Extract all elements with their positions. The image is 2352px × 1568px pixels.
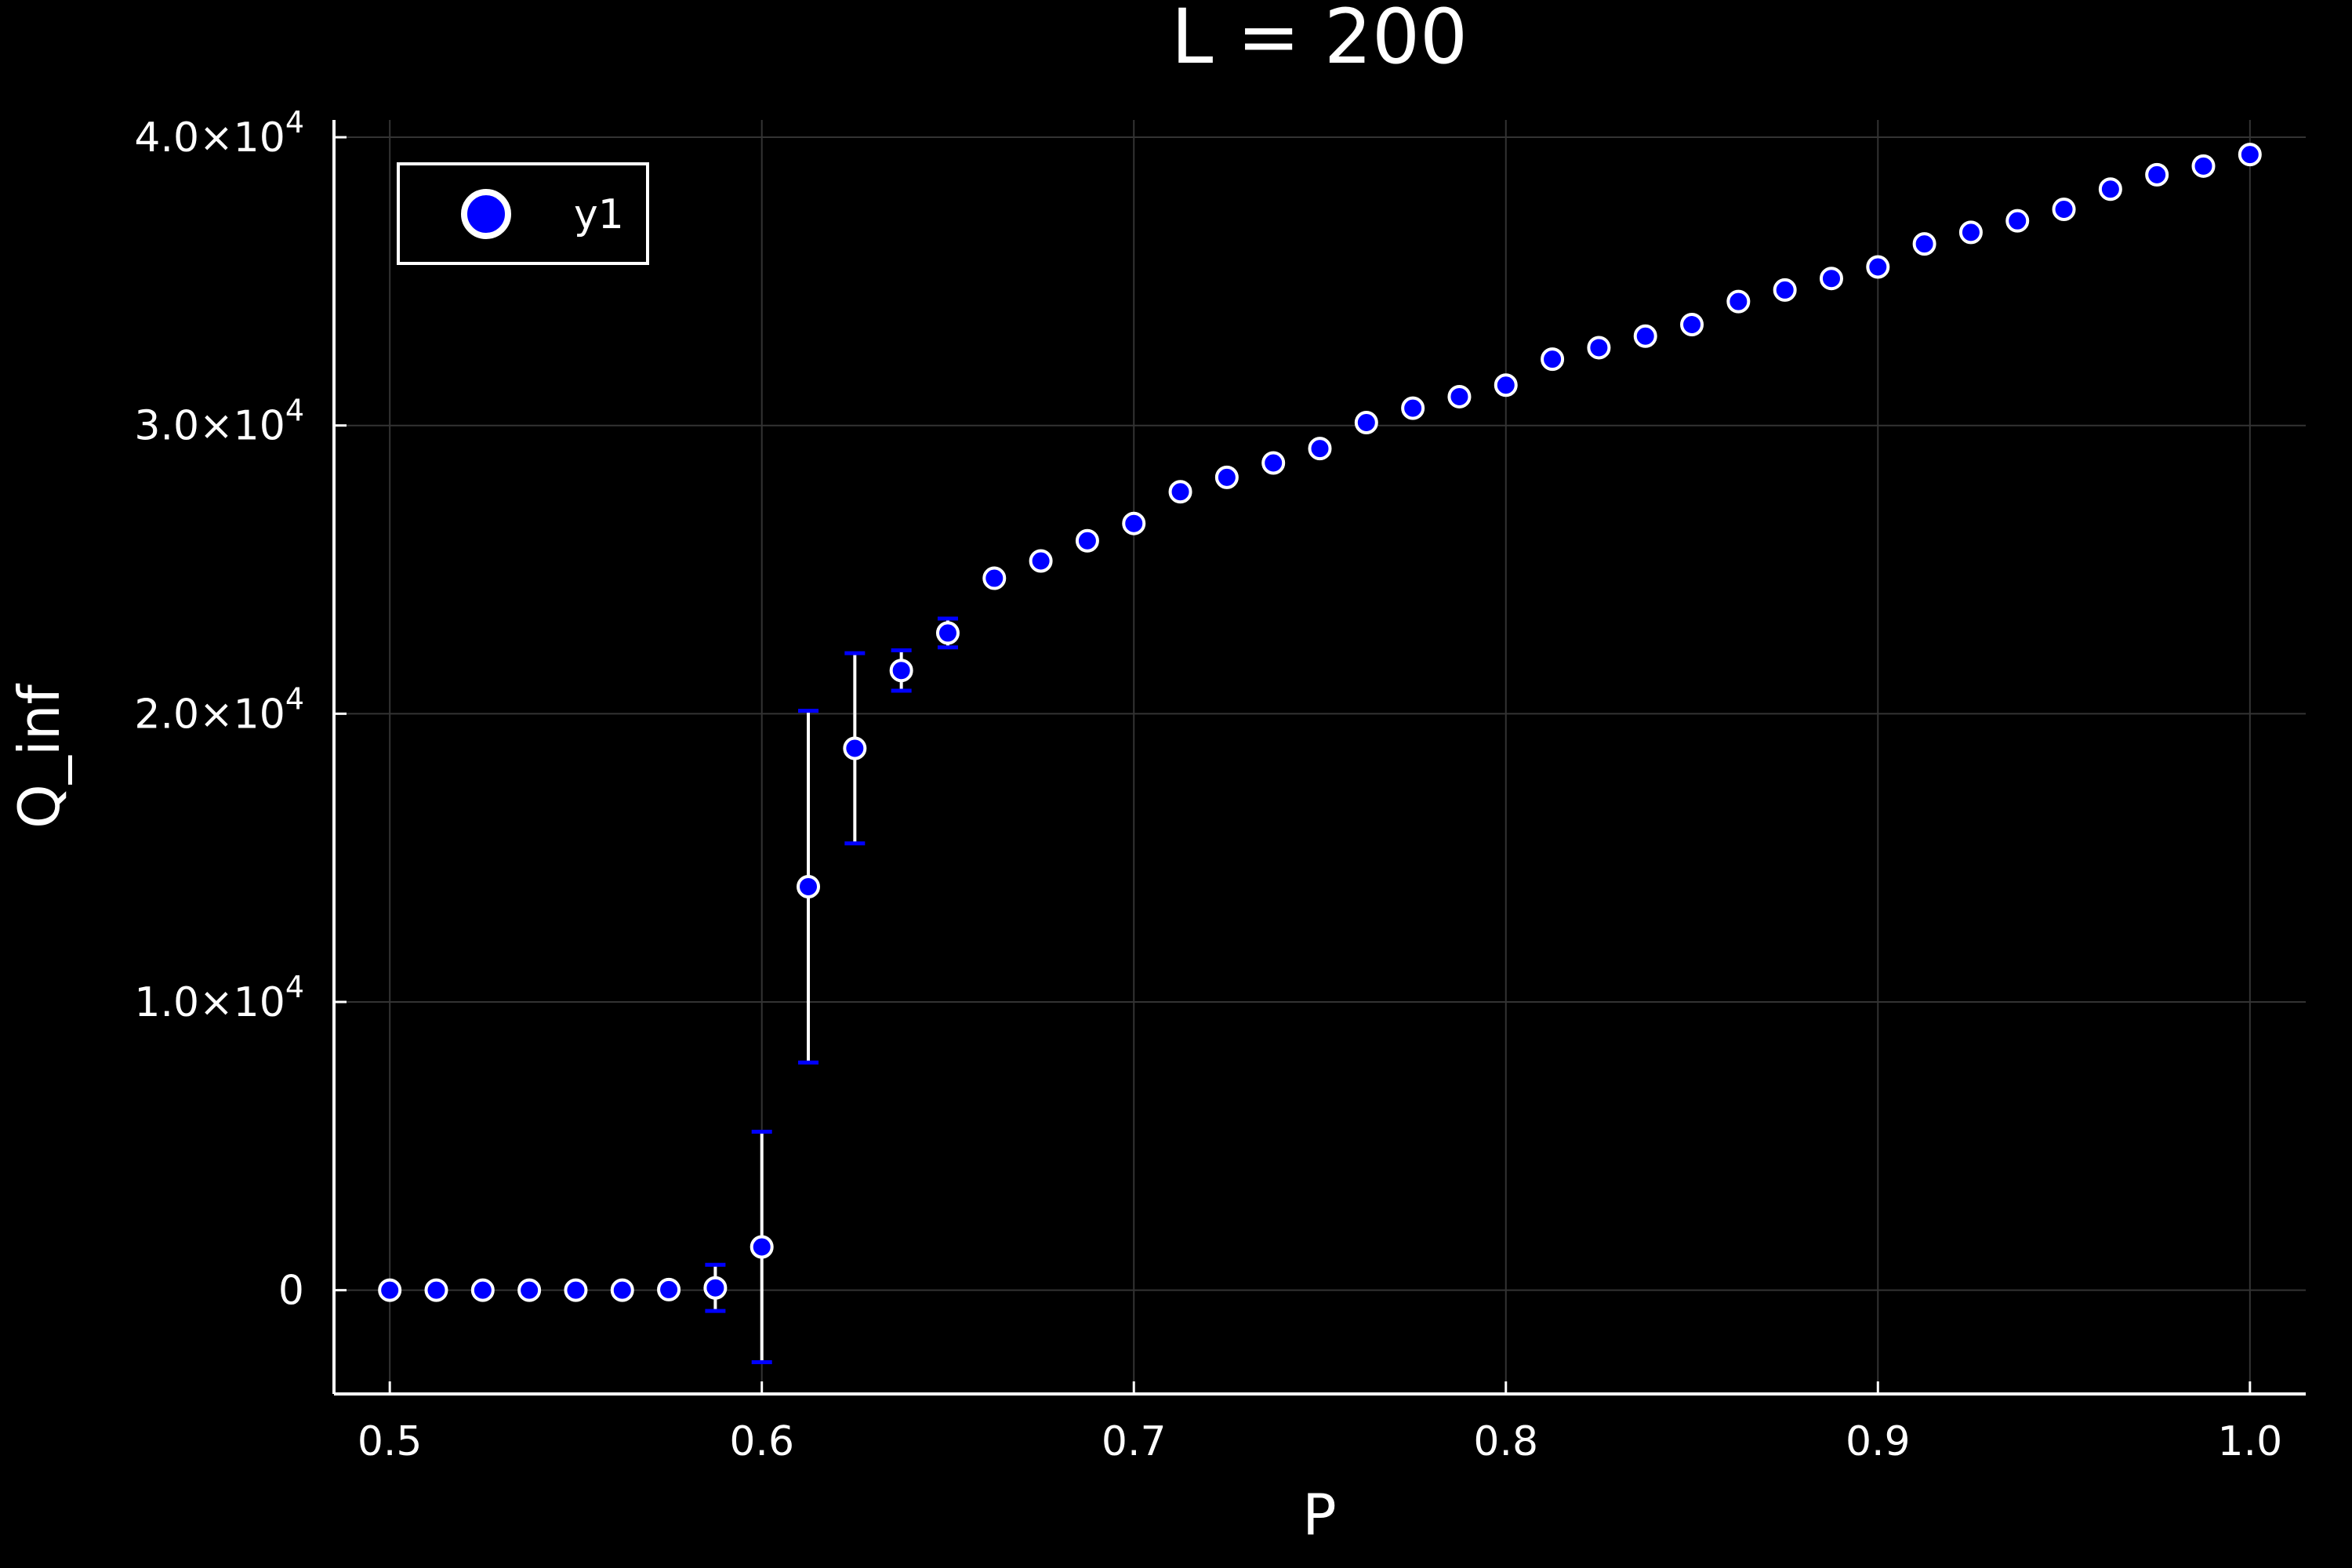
x-tick-label: 0.7 xyxy=(1102,1418,1167,1465)
data-point xyxy=(1075,528,1099,553)
y-tick-label: 0 xyxy=(278,1268,304,1315)
y-ticks: 0 1.0×104 2.0×104 3.0×104 4.0×104 xyxy=(134,105,347,1315)
y-tick-label: 2.0×104 xyxy=(134,681,304,738)
data-point xyxy=(1354,411,1378,435)
x-tick-label: 0.6 xyxy=(729,1418,794,1465)
x-ticks: 0.5 0.6 0.7 0.8 0.9 1.0 xyxy=(358,1381,2282,1465)
data-point xyxy=(1494,373,1518,397)
data-point xyxy=(1541,347,1565,372)
data-point xyxy=(1912,232,1936,256)
data-point xyxy=(1214,465,1239,489)
data-point xyxy=(750,1235,774,1259)
data-point xyxy=(1587,336,1611,360)
data-point xyxy=(843,736,867,760)
data-point xyxy=(1773,278,1797,302)
data-point xyxy=(889,659,913,683)
legend-marker xyxy=(461,189,511,239)
y-tick-label: 1.0×104 xyxy=(134,970,304,1026)
legend: y1 xyxy=(397,162,649,265)
data-point xyxy=(424,1278,448,1302)
data-point xyxy=(1168,480,1192,504)
data-point xyxy=(1680,313,1704,337)
data-point xyxy=(564,1278,588,1302)
data-point xyxy=(1029,549,1053,573)
data-point xyxy=(517,1278,542,1302)
x-tick-label: 0.5 xyxy=(358,1418,423,1465)
data-point xyxy=(1308,437,1332,461)
data-point xyxy=(2191,154,2216,178)
y-tick-label: 4.0×104 xyxy=(134,105,304,162)
y-tick-label: 3.0×104 xyxy=(134,394,304,450)
data-point xyxy=(1866,255,1890,279)
data-point xyxy=(797,874,821,898)
axes xyxy=(332,120,2306,1396)
data-point xyxy=(2052,197,2076,221)
data-point xyxy=(2145,162,2169,187)
data-point xyxy=(1122,511,1146,535)
data-point xyxy=(610,1278,634,1302)
x-tick-label: 1.0 xyxy=(2217,1418,2282,1465)
data-point xyxy=(1633,324,1657,348)
data-point xyxy=(935,621,960,645)
data-point xyxy=(1958,220,1983,245)
data-point xyxy=(378,1278,402,1302)
data-point xyxy=(2005,209,2030,233)
x-tick-label: 0.8 xyxy=(1473,1418,1538,1465)
data-point xyxy=(1447,384,1472,408)
chart-title: L = 200 xyxy=(1171,0,1468,81)
data-point xyxy=(982,566,1007,590)
data-point xyxy=(703,1276,728,1300)
data-point xyxy=(470,1278,495,1302)
data-point xyxy=(2098,177,2122,201)
x-axis-label: P xyxy=(1302,1482,1336,1548)
data-point xyxy=(2238,143,2262,167)
x-tick-label: 0.9 xyxy=(1846,1418,1911,1465)
data-point xyxy=(1401,396,1425,420)
data-point xyxy=(1726,289,1751,314)
legend-box xyxy=(397,162,649,265)
data-point xyxy=(657,1277,681,1301)
data-point xyxy=(1261,451,1286,475)
data-points xyxy=(378,143,2262,1302)
legend-label-y1: y1 xyxy=(574,191,624,238)
y-axis-label: Q_inf xyxy=(6,684,72,829)
data-point xyxy=(1819,267,1843,291)
